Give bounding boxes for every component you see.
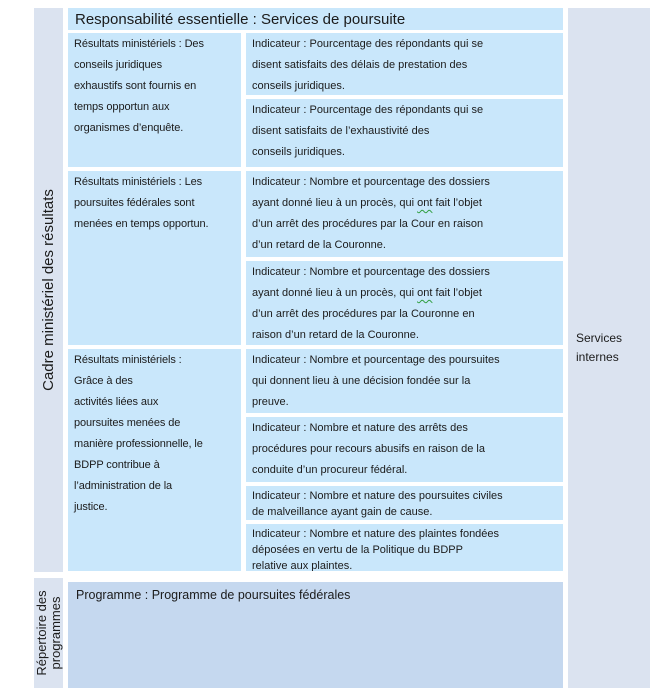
indicator-text-part: fait l’objet d’un arrêt des procédures p… <box>252 287 482 341</box>
grammar-check-underline: ont <box>417 287 433 299</box>
indicator-cell: Indicateur : Nombre et pourcentage des d… <box>246 261 563 345</box>
ministerial-result-cell: Résultats ministériels : Les poursuites … <box>68 171 241 345</box>
indicator-cell: Indicateur : Nombre et nature des arrêts… <box>246 417 563 482</box>
program-inventory-axis-label: Répertoire des programmes <box>33 590 63 676</box>
indicator-cell: Indicateur : Nombre et pourcentage des p… <box>246 349 563 413</box>
ministerial-result-cell: Résultats ministériels : Grâce à des act… <box>68 349 241 571</box>
framework-axis-label: Cadre ministériel des résultats <box>40 189 57 391</box>
indicator-text-part: Indicateur : Nombre et pourcentage des d… <box>252 176 490 209</box>
indicator-column: Indicateur : Nombre et pourcentage des d… <box>246 171 563 345</box>
indicator-cell: Indicateur : Nombre et nature des poursu… <box>246 486 563 520</box>
internal-services-cell: Services internes <box>568 8 650 688</box>
indicator-cell: Indicateur : Nombre et pourcentage des d… <box>246 171 563 257</box>
indicator-column: Indicateur : Nombre et pourcentage des p… <box>246 349 563 571</box>
indicator-column: Indicateur : Pourcentage des répondants … <box>246 33 563 167</box>
ministerial-result-cell: Résultats ministériels : Des conseils ju… <box>68 33 241 167</box>
indicator-cell: Indicateur : Pourcentage des répondants … <box>246 33 563 95</box>
framework-grid: Responsabilité essentielle : Services de… <box>68 8 563 688</box>
programme-cell: Programme : Programme de poursuites fédé… <box>68 582 563 688</box>
indicator-text-part: Indicateur : Nombre et pourcentage des d… <box>252 266 490 299</box>
result-group-legal-advice: Résultats ministériels : Des conseils ju… <box>68 33 563 167</box>
core-responsibility-header: Responsabilité essentielle : Services de… <box>68 8 563 30</box>
indicator-cell: Indicateur : Nombre et nature des plaint… <box>246 524 563 571</box>
framework-axis-strip: Cadre ministériel des résultats <box>34 8 63 572</box>
program-inventory-axis-strip: Répertoire des programmes <box>34 578 63 688</box>
result-group-professional-conduct: Résultats ministériels : Grâce à des act… <box>68 349 563 571</box>
indicator-cell: Indicateur : Pourcentage des répondants … <box>246 99 563 167</box>
grammar-check-underline: ont <box>417 197 433 209</box>
left-axis-rail: Cadre ministériel des résultats Répertoi… <box>34 8 63 688</box>
internal-services-label: Services internes <box>576 331 623 364</box>
indicator-text-part: fait l’objet d’un arrêt des procédures p… <box>252 197 484 251</box>
result-group-timely-prosecutions: Résultats ministériels : Les poursuites … <box>68 171 563 345</box>
